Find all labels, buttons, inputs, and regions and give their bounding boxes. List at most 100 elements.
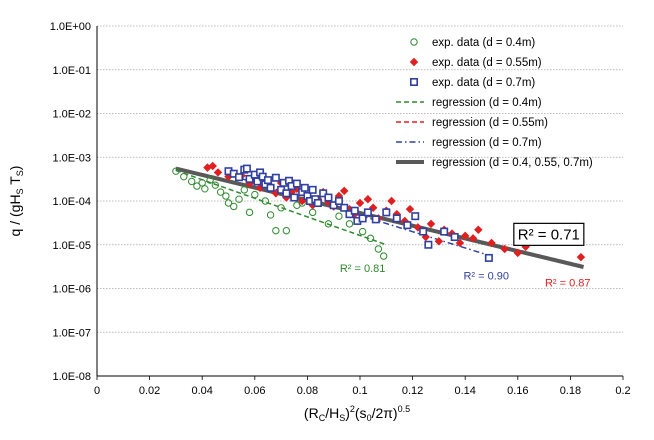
data-point-diamond <box>405 204 415 214</box>
data-point-square <box>292 179 301 188</box>
data-point-circle <box>211 181 220 189</box>
axes <box>96 26 624 380</box>
data-point-diamond <box>387 196 396 206</box>
data-point-square <box>334 197 343 206</box>
data-point-circle <box>240 186 248 194</box>
data-point-square <box>319 189 328 198</box>
data-point-circle <box>374 245 383 253</box>
data-point-circle <box>198 179 206 187</box>
data-point-diamond <box>460 231 470 241</box>
data-point-square <box>363 208 372 217</box>
legend-label: regression (d = 0.7m) <box>432 137 542 149</box>
data-point-circle <box>261 197 270 205</box>
r2-annotations: R² = 0.81 R² = 0.90 R² = 0.87 R² = 0.71 <box>340 222 591 290</box>
r2-overall-box <box>513 222 585 246</box>
legend-symbol-square <box>409 78 418 87</box>
data-point-circle <box>366 234 375 243</box>
y-tick-label: 1.0E-01 <box>52 65 91 77</box>
data-point-square <box>403 221 412 230</box>
legend-symbol-circle <box>410 38 418 46</box>
data-point-square <box>392 214 401 223</box>
legend-symbol-diamond <box>409 57 419 67</box>
data-points <box>172 161 586 262</box>
data-point-diamond <box>363 194 373 204</box>
data-point-circle <box>272 226 280 235</box>
data-point-circle <box>345 220 354 228</box>
data-point-square <box>329 201 338 210</box>
data-point-square <box>340 203 349 212</box>
data-point-circle <box>224 199 233 207</box>
data-point-square <box>358 214 367 223</box>
data-point-circle <box>335 212 343 220</box>
r2-label-0: R² = 0.81 <box>340 263 386 275</box>
data-point-square <box>440 227 449 236</box>
data-point-circle <box>201 185 209 193</box>
data-point-circle <box>358 227 367 236</box>
x-tick-label: 0.1 <box>352 385 367 397</box>
data-point-square <box>484 253 493 262</box>
legend-label: regression (d = 0.55m) <box>432 117 548 129</box>
data-point-circle <box>172 167 180 175</box>
y-tick-label: 1.0E-08 <box>52 371 91 383</box>
x-tick-label: 0.12 <box>402 385 423 397</box>
legend: exp. data (d = 0.4m) exp. data (d = 0.55m… <box>396 37 593 169</box>
data-point-circle <box>324 220 333 228</box>
data-point-square <box>371 215 380 224</box>
data-point-circle <box>230 202 238 211</box>
data-point-diamond <box>513 248 523 258</box>
data-point-square <box>350 206 359 215</box>
data-point-square <box>450 233 459 242</box>
data-point-circle <box>282 226 291 235</box>
data-point-square <box>245 174 254 183</box>
data-point-square <box>308 185 317 194</box>
y-tick-label: 1.0E-05 <box>52 240 91 252</box>
y-tick-label: 1.0E-02 <box>52 109 91 121</box>
data-point-square <box>271 173 280 182</box>
data-point-diamond <box>576 252 586 262</box>
legend-label: exp. data (d = 0.7m) <box>432 77 535 89</box>
data-point-circle <box>245 208 254 217</box>
data-point-diamond <box>487 238 496 248</box>
data-point-circle <box>235 195 243 203</box>
data-point-diamond <box>500 244 509 254</box>
x-tick-label: 0.18 <box>560 385 581 397</box>
x-tick-label: 0.06 <box>244 385 265 397</box>
x-axis-title: (RC/HS)2(s0/2π)0.5 <box>304 404 410 423</box>
legend-label: exp. data (d = 0.4m) <box>432 37 535 49</box>
data-point-diamond <box>426 219 436 229</box>
data-point-square <box>411 212 420 221</box>
r2-label-2: R² = 0.87 <box>545 278 591 290</box>
data-point-diamond <box>455 238 465 248</box>
data-point-diamond <box>474 225 483 234</box>
data-point-diamond <box>368 203 378 213</box>
y-axis-title: q / (gHS TS) <box>7 166 25 237</box>
data-point-diamond <box>213 168 223 177</box>
data-point-square <box>424 240 433 249</box>
data-point-diamond <box>208 161 217 171</box>
y-tick-label: 1.0E-03 <box>52 152 91 164</box>
data-point-circle <box>180 172 188 181</box>
y-tick-label: 1.0E-07 <box>52 327 91 339</box>
data-point-diamond <box>434 237 444 246</box>
data-point-square <box>242 164 251 173</box>
x-tick-label: 0.04 <box>191 385 212 397</box>
data-point-square <box>290 193 299 202</box>
x-tick-label: 0.16 <box>507 385 528 397</box>
y-tick-label: 1.0E+00 <box>50 21 91 33</box>
data-point-square <box>263 176 272 185</box>
data-point-square <box>382 208 391 217</box>
data-point-circle <box>379 252 388 260</box>
tick-labels: 1.0E-08 1.0E-07 1.0E-06 1.0E-05 1.0E-04 1.0E-… <box>50 21 631 397</box>
legend-label: exp. data (d = 0.55m) <box>432 57 542 69</box>
data-point-square <box>253 177 262 186</box>
data-point-circle <box>277 204 285 212</box>
data-point-circle <box>222 192 230 200</box>
r2-label-1: R² = 0.90 <box>463 271 509 283</box>
data-point-square <box>300 183 309 192</box>
r2-overall-label: R² = 0.71 <box>518 226 580 243</box>
y-tick-label: 1.0E-04 <box>52 196 91 208</box>
gridlines <box>97 25 623 333</box>
data-point-diamond <box>339 186 349 196</box>
data-point-circle <box>251 190 259 199</box>
data-point-circle <box>266 211 275 219</box>
